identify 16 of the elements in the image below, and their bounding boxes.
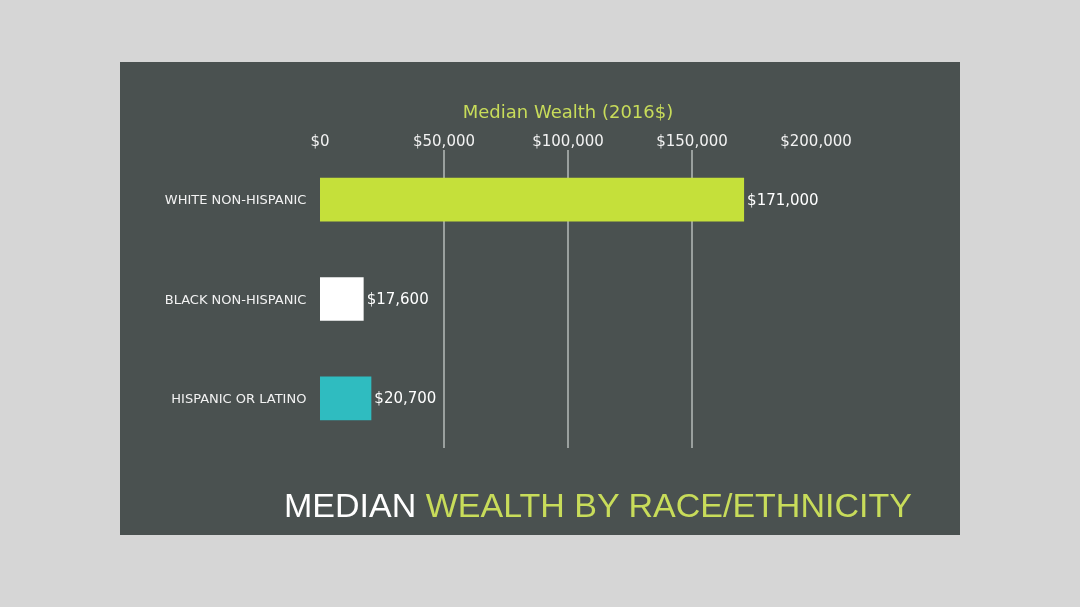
x-axis-title: Median Wealth (2016$) [462, 101, 674, 123]
x-tick-label: $150,000 [656, 132, 728, 150]
x-tick-label: $200,000 [780, 132, 852, 150]
data-label: $17,600 [366, 290, 429, 308]
y-tick-label: HISPANIC OR LATINO [171, 390, 307, 406]
bar [320, 277, 364, 321]
data-label: $20,700 [374, 389, 437, 408]
x-tick-label: $100,000 [532, 132, 604, 150]
y-tick-label: BLACK NON-HISPANIC [164, 291, 307, 307]
x-tick-label: $50,000 [412, 132, 476, 150]
text: MEDIAN WEALTH BY RACE/ETHNICITY [284, 486, 912, 524]
y-tick-label: WHITE NON-HISPANIC [164, 192, 307, 208]
x-tick-label: $0 [310, 132, 330, 150]
data-label: $171,000 [747, 190, 819, 209]
bar [320, 177, 745, 222]
bar [320, 376, 372, 421]
